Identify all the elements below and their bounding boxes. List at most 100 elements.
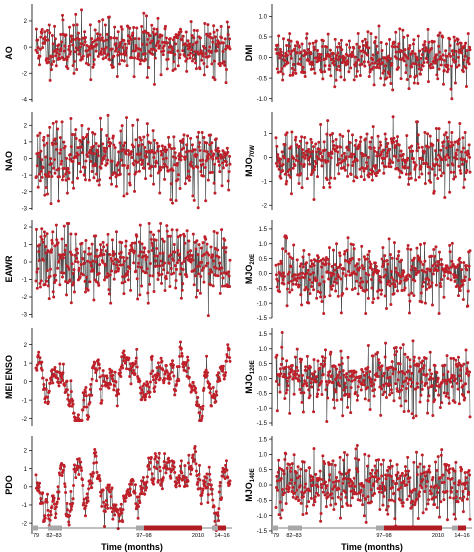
data-point [116, 527, 120, 531]
data-point [377, 366, 381, 370]
data-point [124, 53, 128, 57]
data-point [328, 294, 332, 298]
data-point [433, 255, 437, 259]
data-point [453, 469, 457, 473]
data-point [293, 138, 297, 142]
data-point [289, 466, 293, 470]
data-point [309, 264, 313, 268]
data-point [300, 357, 304, 361]
data-point [105, 32, 109, 36]
data-point [341, 134, 345, 138]
data-point [130, 241, 134, 245]
data-point [165, 67, 169, 71]
data-point [208, 45, 212, 49]
data-point [320, 393, 324, 397]
data-point [208, 171, 212, 175]
data-point [58, 283, 62, 287]
data-point [274, 506, 278, 510]
data-point [282, 37, 286, 41]
data-point [204, 237, 208, 241]
data-point [320, 44, 324, 48]
data-point [430, 303, 434, 307]
data-point [198, 405, 202, 409]
data-point [360, 367, 364, 371]
data-point [343, 56, 347, 60]
data-point [122, 259, 126, 263]
data-point [324, 505, 328, 509]
data-point [464, 85, 468, 89]
data-point [326, 495, 330, 499]
data-point [215, 393, 219, 397]
data-point [142, 250, 146, 254]
data-point [418, 490, 422, 494]
data-point [376, 374, 380, 378]
data-point [182, 476, 186, 480]
data-point [452, 177, 456, 181]
data-point [467, 264, 471, 268]
data-point [68, 401, 72, 405]
data-point [465, 481, 469, 485]
data-point [169, 198, 173, 202]
data-point [325, 383, 329, 387]
data-point [195, 474, 199, 478]
data-point [117, 260, 121, 264]
data-point [123, 141, 127, 145]
data-point [334, 377, 338, 381]
data-point [37, 155, 41, 159]
data-point [177, 480, 181, 484]
data-point [211, 40, 215, 44]
data-point [199, 274, 203, 278]
data-point [343, 381, 347, 385]
data-point [441, 378, 445, 382]
data-point [35, 50, 39, 54]
data-point [95, 379, 99, 383]
data-point [143, 246, 147, 250]
data-point [223, 470, 227, 474]
data-point [185, 275, 189, 279]
data-point [108, 273, 112, 277]
data-point [78, 52, 82, 56]
data-point [278, 290, 282, 294]
data-point [431, 65, 435, 69]
data-point [95, 368, 99, 372]
data-point [79, 263, 83, 267]
data-point [196, 289, 200, 292]
data-point [116, 388, 120, 392]
data-point [71, 43, 75, 47]
data-point [287, 372, 291, 376]
data-point [139, 250, 143, 254]
data-point [445, 354, 449, 358]
data-point [408, 365, 412, 369]
data-point [351, 53, 355, 57]
data-point [189, 160, 193, 164]
data-point [343, 168, 347, 172]
data-point [468, 278, 472, 282]
data-point [159, 222, 163, 225]
data-point [83, 390, 87, 394]
data-point [458, 374, 462, 378]
data-point [304, 153, 308, 157]
data-point [405, 134, 409, 138]
data-point [322, 280, 326, 284]
data-point [104, 45, 108, 49]
data-point [448, 496, 452, 500]
data-point [40, 360, 44, 364]
data-point [407, 369, 411, 373]
data-point [442, 391, 446, 395]
data-point [414, 414, 418, 418]
data-point [338, 55, 342, 59]
data-point [61, 275, 65, 279]
data-point [420, 380, 424, 384]
data-point [340, 362, 344, 366]
data-point [70, 253, 74, 257]
data-point [463, 131, 467, 135]
data-point [296, 465, 300, 469]
data-point [296, 159, 300, 163]
data-point [275, 409, 279, 413]
data-point [390, 44, 394, 48]
data-point [212, 30, 216, 34]
data-point [68, 50, 72, 54]
data-point [378, 484, 382, 488]
data-point [121, 275, 125, 279]
data-point [55, 47, 59, 51]
